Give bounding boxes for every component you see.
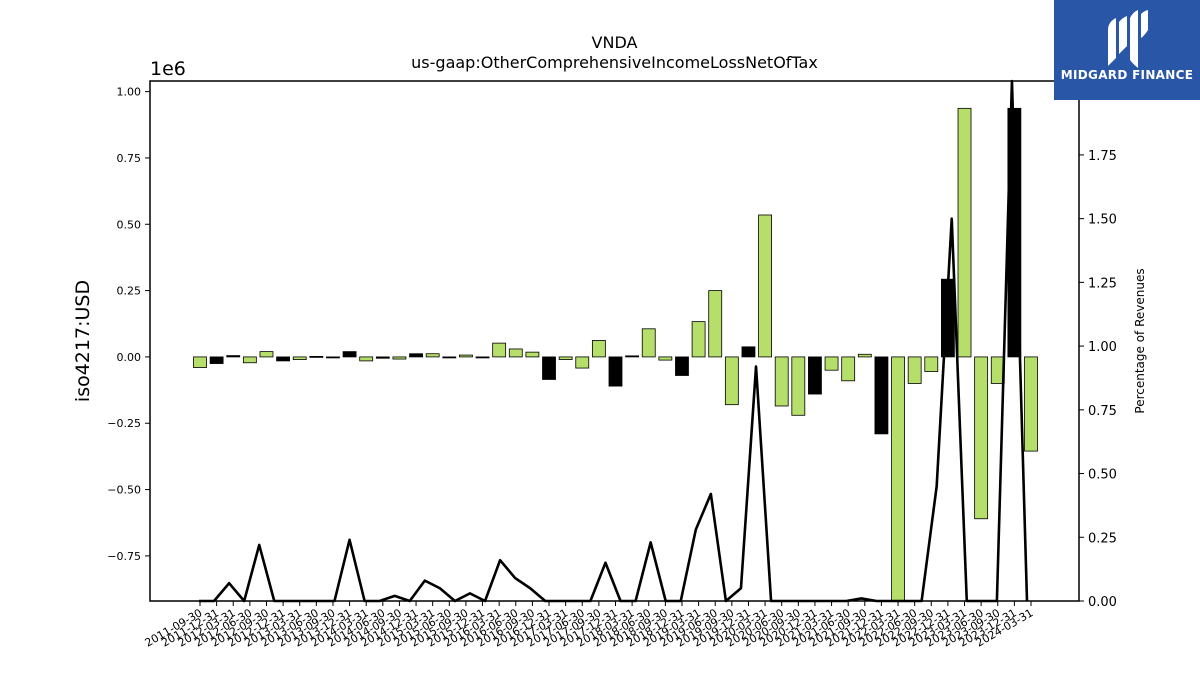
bar	[392, 356, 407, 360]
bar	[459, 354, 473, 358]
bar	[658, 356, 673, 361]
y2-tick-label: 1.75	[1088, 149, 1117, 164]
bar	[691, 321, 706, 358]
y-axis-label: iso4217:USD	[72, 280, 94, 402]
bar	[841, 356, 856, 382]
bar	[193, 356, 207, 368]
logo-mark-icon	[1108, 10, 1148, 68]
bar	[907, 356, 922, 384]
y-tick-label: 0.50	[117, 218, 142, 231]
bar	[359, 356, 374, 362]
bar	[891, 356, 905, 602]
bar	[242, 356, 257, 364]
bar	[542, 356, 556, 380]
y2-tick-label: 0.50	[1088, 468, 1117, 483]
bar	[492, 342, 507, 358]
y2-tick-label: 0.25	[1088, 531, 1117, 546]
y-tick-label: 0.75	[117, 152, 142, 165]
y-tick-label: −0.75	[107, 550, 141, 563]
bar	[824, 356, 839, 371]
bar	[475, 356, 490, 359]
logo-text: MIDGARD FINANCE	[1060, 68, 1194, 82]
plot-frame	[149, 80, 1080, 602]
x-axis-ticks: 2011-09-302011-12-312012-03-312012-06-30…	[143, 601, 1036, 650]
bar	[226, 355, 241, 358]
y2-tick-label: 1.50	[1088, 213, 1117, 228]
bar	[425, 353, 440, 358]
y-axis-multiplier: 1e6	[150, 58, 186, 80]
bar	[608, 356, 623, 387]
y-tick-label: −0.25	[107, 417, 141, 430]
bar	[791, 356, 806, 416]
bar	[641, 328, 656, 358]
y-axis-ticks: 1.00 0.75 0.50 0.25 0.00 −0.25 −0.50 −0.75	[107, 86, 150, 563]
bar	[1024, 356, 1038, 452]
bar	[575, 356, 590, 369]
chart-title: VNDA	[592, 33, 638, 52]
bar	[276, 356, 291, 362]
bar	[309, 355, 324, 358]
y-tick-label: 0.00	[117, 351, 142, 364]
chart-subtitle: us-gaap:OtherComprehensiveIncomeLossNetO…	[411, 53, 818, 72]
y2-tick-label: 0.00	[1088, 595, 1117, 610]
bar	[708, 290, 723, 358]
bar	[625, 355, 640, 358]
bar	[774, 356, 789, 407]
bar	[957, 107, 972, 358]
bar	[442, 356, 457, 359]
bar	[292, 356, 307, 360]
y2-tick-label: 1.00	[1088, 340, 1117, 355]
bar	[675, 356, 689, 376]
bar	[375, 356, 390, 359]
bar	[724, 356, 739, 406]
bar	[259, 351, 274, 358]
y2-tick-label: 1.25	[1088, 276, 1117, 291]
bar	[924, 356, 939, 372]
bar	[591, 340, 606, 358]
y2-tick-label: 0.75	[1088, 404, 1117, 419]
bar	[874, 356, 889, 435]
y2-axis-label: Percentage of Revenues	[1133, 268, 1147, 413]
bar	[974, 356, 989, 520]
bar	[758, 214, 772, 358]
bar	[525, 351, 540, 358]
y2-axis-ticks: 0.000.250.500.751.001.251.501.752.00	[1079, 85, 1117, 610]
bar-group	[193, 107, 1038, 602]
bar	[209, 356, 224, 364]
y-tick-label: 0.25	[117, 285, 142, 298]
bar	[326, 356, 340, 359]
bar	[857, 353, 872, 358]
midgard-finance-logo: MIDGARD FINANCE	[1054, 0, 1200, 100]
y-tick-label: 1.00	[117, 86, 142, 99]
bar	[342, 351, 357, 358]
bar	[558, 356, 573, 360]
bar	[409, 353, 423, 358]
bar	[808, 356, 822, 395]
bar	[741, 346, 756, 358]
bar	[508, 348, 523, 358]
y-tick-label: −0.50	[107, 484, 141, 497]
